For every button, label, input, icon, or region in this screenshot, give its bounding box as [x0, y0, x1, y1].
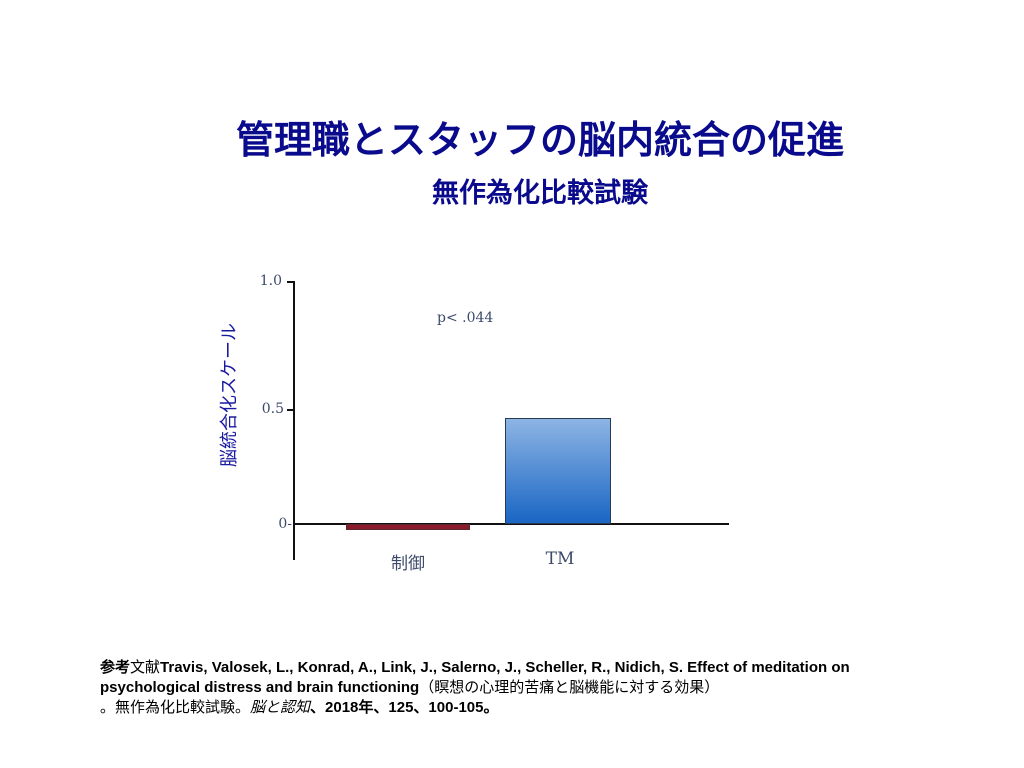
bar-control — [346, 524, 470, 530]
bar-tm — [505, 418, 611, 524]
y-tick-05 — [287, 409, 294, 411]
y-tick-label-05: 0.5 — [261, 401, 284, 417]
slide-title: 管理職とスタッフの脳内統合の促進 — [235, 118, 844, 162]
reference-study-type: 。無作為化比較試験。 — [100, 699, 251, 716]
slide-subtitle: 無作為化比較試験 — [432, 178, 648, 209]
y-axis — [293, 281, 295, 560]
reference-citation: 参考文献Travis, Valosek, L., Konrad, A., Lin… — [100, 658, 940, 718]
y-tick-1 — [287, 281, 294, 283]
reference-jp-title: （瞑想の心理的苦痛と脳機能に対する効果） — [419, 679, 720, 696]
y-tick-label-0: 0- — [278, 516, 292, 532]
reference-authors-title: Travis, Valosek, L., Konrad, A., Link, J… — [100, 659, 850, 696]
x-label-control: 制御 — [391, 554, 425, 574]
reference-prefix: 参考 — [100, 659, 131, 676]
y-tick-label-1: 1.0 — [259, 273, 282, 289]
x-axis — [293, 523, 729, 525]
p-value-annotation: p< .044 — [437, 310, 494, 326]
reference-journal: 脳と認知 — [250, 699, 311, 716]
x-label-tm: TM — [545, 549, 575, 569]
reference-prefix2: 文献 — [130, 659, 161, 676]
reference-pub-info: 、2018年、125、100-105。 — [310, 699, 499, 716]
y-axis-label: 脳統合化スケール — [219, 323, 240, 467]
